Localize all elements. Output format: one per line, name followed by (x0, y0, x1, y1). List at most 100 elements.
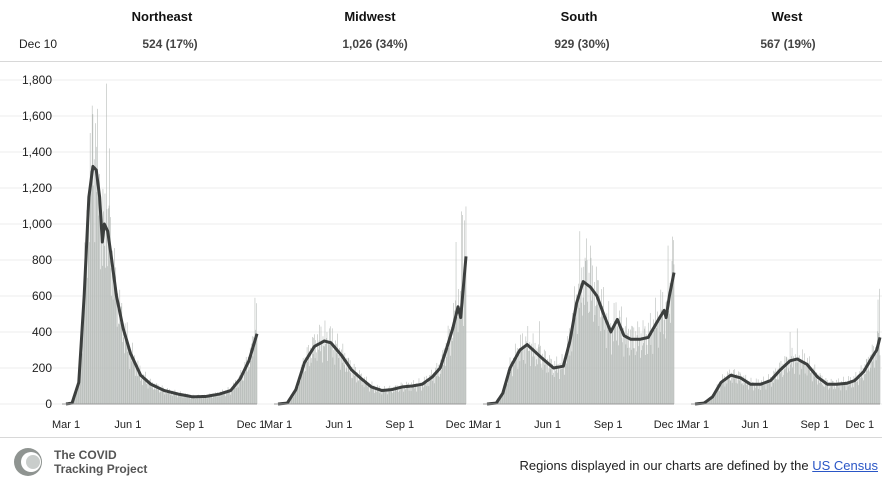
bar-west (809, 372, 811, 404)
bar-midwest (379, 392, 381, 404)
bar-northeast (228, 391, 230, 404)
bar-northeast (105, 267, 106, 404)
bar-south (609, 332, 610, 404)
bar-midwest (408, 390, 410, 404)
x-tick-label: Dec 1 (654, 419, 683, 431)
bar-northeast (237, 380, 238, 404)
bar-west (737, 379, 739, 404)
bar-west (750, 377, 752, 404)
bar-south (578, 307, 580, 404)
bar-midwest (320, 326, 322, 404)
bar-south (524, 363, 526, 404)
bar-midwest (409, 385, 411, 404)
bar-south (561, 368, 562, 404)
bar-west (718, 387, 719, 404)
bar-midwest (394, 385, 396, 404)
bar-midwest (411, 382, 412, 404)
bar-northeast (247, 356, 249, 404)
bar-west (840, 390, 842, 404)
bar-northeast (111, 295, 113, 404)
bar-west (867, 370, 868, 404)
bar-west (735, 382, 737, 404)
bar-midwest (399, 390, 401, 404)
bar-northeast (137, 360, 139, 404)
bar-northeast (97, 194, 99, 404)
bar-northeast (235, 387, 237, 404)
bar-midwest (290, 397, 292, 404)
bar-midwest (387, 390, 389, 404)
logo-line-2: Tracking Project (54, 462, 148, 476)
bar-midwest (358, 380, 360, 404)
bar-south (549, 355, 550, 404)
bar-northeast (103, 211, 104, 404)
bar-northeast (168, 390, 170, 404)
bar-west (711, 395, 713, 404)
bar-west (731, 382, 733, 404)
bar-west (761, 382, 763, 404)
bar-south (514, 362, 515, 404)
bar-west (780, 373, 781, 404)
bar-northeast (144, 380, 145, 404)
bar-northeast (99, 269, 101, 404)
bar-midwest (384, 391, 386, 404)
bar-northeast (195, 398, 197, 404)
region-value-midwest: 1,026 (34%) (342, 37, 408, 51)
bar-west (824, 380, 826, 404)
bar-northeast (98, 215, 100, 404)
bar-south (503, 392, 504, 404)
bar-midwest (404, 389, 406, 404)
bar-west (778, 379, 779, 404)
bar-northeast (240, 370, 242, 404)
bar-midwest (369, 391, 370, 404)
bar-midwest (329, 328, 330, 404)
bar-midwest (447, 343, 448, 404)
bar-south (504, 383, 506, 404)
bar-midwest (383, 391, 385, 404)
bar-northeast (95, 123, 96, 404)
bar-west (708, 400, 709, 404)
bar-south (591, 300, 592, 404)
bar-south (527, 326, 529, 404)
bar-west (768, 374, 769, 404)
bar-west (763, 376, 764, 404)
bar-northeast (186, 394, 187, 404)
bar-south (526, 341, 527, 404)
bar-south (547, 372, 549, 404)
bar-south (624, 326, 626, 404)
bar-midwest (414, 385, 416, 404)
bar-south (637, 321, 639, 404)
bar-west (765, 389, 767, 404)
bar-south (667, 245, 669, 404)
bar-northeast (209, 393, 211, 404)
bar-northeast (106, 83, 107, 404)
bar-west (766, 379, 768, 404)
bar-south (605, 348, 607, 404)
bar-west (877, 299, 879, 404)
bar-south (603, 329, 605, 404)
bar-south (642, 320, 644, 404)
x-tick-label: Mar 1 (52, 419, 80, 431)
bar-west (721, 384, 722, 404)
bar-west (851, 387, 852, 404)
bar-northeast (110, 217, 111, 404)
bar-northeast (108, 205, 110, 404)
bar-south (668, 310, 670, 404)
bar-west (862, 368, 864, 404)
bar-northeast (185, 393, 186, 404)
covid-tracking-logo-icon (14, 448, 42, 476)
bar-midwest (297, 379, 299, 404)
bar-midwest (349, 371, 350, 404)
bar-midwest (440, 359, 442, 404)
bar-northeast (202, 397, 204, 404)
us-census-link[interactable]: US Census (812, 458, 878, 473)
bar-west (864, 374, 865, 404)
bar-south (644, 328, 645, 404)
y-tick-label: 1,000 (22, 217, 52, 231)
bar-west (735, 376, 736, 404)
bar-northeast (210, 396, 211, 404)
bar-midwest (352, 378, 354, 404)
bar-midwest (435, 376, 437, 404)
bar-south (544, 365, 546, 404)
bar-south (628, 328, 629, 404)
bar-west (779, 362, 780, 404)
